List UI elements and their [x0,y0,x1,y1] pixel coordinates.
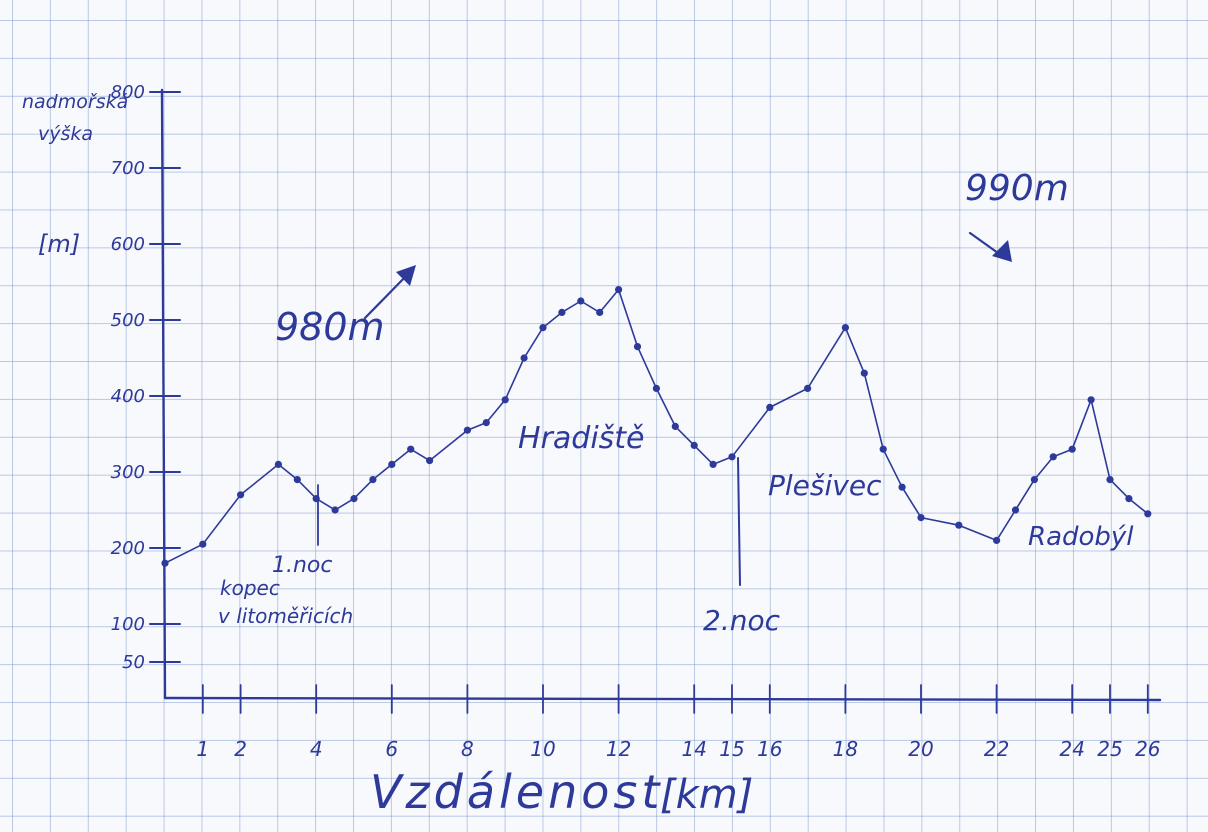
data-point [879,445,887,453]
data-point [274,460,282,468]
annotation-night2: 2.noc [703,604,781,637]
data-point [1125,495,1133,503]
data-point [898,483,906,491]
x-tick-label: 15 [719,737,744,761]
data-point [482,419,490,427]
data-point [993,536,1001,545]
data-point [463,426,471,434]
x-tick-label: 24 [1059,737,1084,761]
data-point [690,441,698,449]
data-point [369,476,377,484]
data-point [331,506,339,514]
x-tick-label: 16 [757,737,782,761]
data-point [293,476,301,484]
x-tick-label: 20 [908,737,933,761]
annotation-radobyl: Radobýl [1028,522,1134,552]
data-point [917,514,925,522]
arrow-980m [363,270,412,320]
y-tick-label: 600 [111,234,145,255]
data-point [161,559,169,567]
y-tick-label: 500 [111,310,145,331]
x-axis-unit: [km] [660,772,753,818]
y-tick-label: 50 [122,652,145,673]
annotation-980m: 980m [275,305,385,349]
data-point [388,460,396,468]
y-tick-label: 700 [111,158,145,179]
data-point [841,324,850,332]
y-tick-label: 800 [111,82,145,103]
data-point [1106,476,1114,484]
data-point [728,453,736,461]
x-tick-label: 8 [461,737,474,761]
annotation-kopec-line2: v litoměřicích [218,604,353,628]
data-point [804,384,812,392]
annotation-hradiste: Hradiště [518,421,645,456]
data-point [539,324,547,332]
data-point [577,297,585,305]
data-point [501,396,509,404]
y-tick-label: 400 [111,386,145,407]
night2-marker [737,457,741,586]
x-ticks: 1 2 4 6 8 10 12 14 15 16 18 20 22 24 25 26 [196,684,1161,761]
data-point [652,384,661,392]
y-axis-unit: [m] [38,230,80,258]
data-point [1087,396,1095,404]
data-point [199,540,207,548]
data-point [615,286,623,294]
x-tick-label: 14 [681,737,706,761]
x-tick-label: 12 [606,737,631,761]
data-point [671,422,679,430]
series-group [161,286,1152,567]
annotation-plesivec: Plešivec [768,469,882,502]
annotation-night1: 1.noc [272,553,333,578]
x-axis [163,696,1162,702]
annotation-990m: 990m [965,168,1069,209]
y-axis [160,88,167,700]
data-point [709,460,717,468]
x-axis-label: Vzdálenost [370,765,663,819]
x-tick-label: 2 [234,737,247,761]
data-point [596,308,604,316]
data-point [426,457,434,465]
arrowhead-980m-icon [396,265,416,286]
data-point [520,354,528,362]
y-tick-label: 300 [111,462,145,483]
data-point [350,495,358,503]
arrowhead-990m-icon [992,240,1012,262]
x-tick-label: 18 [833,737,858,761]
data-point [237,491,245,499]
data-point [1030,476,1038,484]
x-tick-label: 10 [530,737,555,761]
x-tick-label: 26 [1135,737,1160,761]
elevation-line [164,288,1149,565]
data-point [1068,445,1076,453]
data-point [1049,453,1057,461]
annotation-kopec-line1: kopec [220,576,280,600]
data-point [766,403,774,411]
data-point [558,308,566,316]
data-point [955,521,963,529]
x-tick-label: 6 [385,737,398,761]
y-ticks: 50 100 200 300 400 500 600 700 800 [111,82,181,673]
x-tick-label: 1 [196,737,209,761]
y-axis-label-line2: výška [38,123,93,145]
data-point [1144,510,1152,518]
data-point [860,369,868,377]
x-tick-label: 22 [984,737,1009,761]
x-tick-label: 25 [1097,737,1122,761]
x-tick-label: 4 [310,737,323,761]
data-point [633,343,642,351]
y-tick-label: 200 [111,538,145,559]
y-tick-label: 100 [111,614,145,635]
data-point [1011,506,1020,514]
data-point [407,445,415,453]
y-axis-label-line1: nadmořská [22,91,128,113]
